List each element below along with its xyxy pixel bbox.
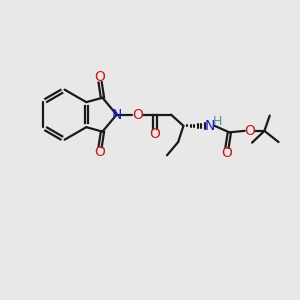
Text: N: N bbox=[205, 118, 215, 133]
Text: O: O bbox=[95, 70, 106, 84]
Text: O: O bbox=[221, 146, 232, 160]
Text: O: O bbox=[244, 124, 255, 138]
Text: H: H bbox=[213, 115, 222, 128]
Text: O: O bbox=[132, 108, 143, 122]
Text: O: O bbox=[149, 127, 160, 141]
Text: O: O bbox=[95, 145, 106, 159]
Text: N: N bbox=[111, 108, 122, 122]
